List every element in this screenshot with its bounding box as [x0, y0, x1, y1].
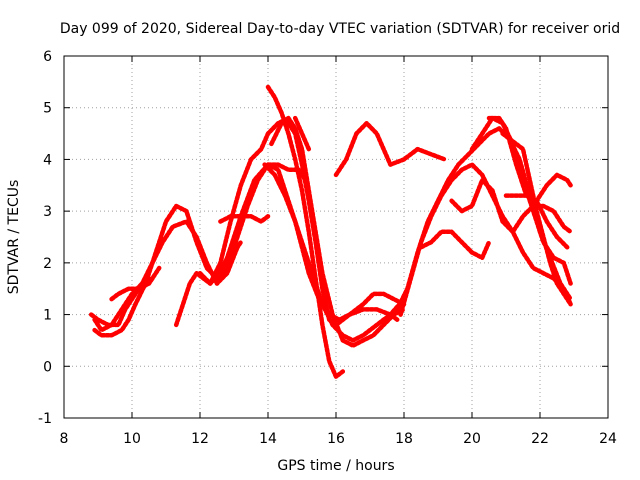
y-tick-label: 0 — [43, 359, 52, 375]
grid-lines — [64, 56, 608, 418]
x-tick-label: 10 — [123, 431, 141, 447]
series-sat-g — [214, 162, 308, 286]
y-tick-label: 4 — [43, 152, 52, 168]
x-tick-label: 20 — [463, 431, 481, 447]
x-tick-label: 24 — [599, 431, 617, 447]
y-tick-label: 3 — [43, 204, 52, 220]
x-tick-label: 8 — [60, 431, 69, 447]
series-sat-b — [92, 162, 407, 343]
series-sat-i — [265, 84, 346, 379]
y-tick-label: -1 — [38, 411, 52, 427]
x-tick-label: 18 — [395, 431, 413, 447]
series-sat-k — [269, 120, 400, 328]
chart-title: Day 099 of 2020, Sidereal Day-to-day VTE… — [60, 21, 620, 37]
plot-frame — [63, 55, 609, 419]
series-sat-c — [92, 276, 155, 333]
series-sat-u — [503, 193, 570, 250]
series-sat-r — [449, 177, 573, 235]
y-axis-label: SDTVAR / TECUs — [6, 180, 22, 295]
series-sat-p — [418, 229, 492, 260]
series-sat-q — [469, 115, 573, 286]
y-tick-label: 1 — [43, 308, 52, 324]
series-sat-d — [109, 265, 162, 302]
y-tick-label: 2 — [43, 256, 52, 272]
series-sat-h — [218, 214, 271, 224]
series-sat-l — [292, 115, 312, 152]
series-sat-f — [197, 115, 407, 348]
x-tick-label: 16 — [327, 431, 345, 447]
series-sat-t — [500, 131, 573, 307]
x-tick-label: 12 — [191, 431, 209, 447]
x-tick-label: 22 — [531, 431, 549, 447]
series-sat-m — [333, 120, 448, 178]
x-axis-label: GPS time / hours — [277, 458, 394, 474]
x-tick-label: 14 — [259, 431, 277, 447]
y-tick-label: 5 — [43, 101, 52, 117]
data-series-group — [88, 84, 573, 379]
y-tick-label: 6 — [43, 49, 52, 65]
